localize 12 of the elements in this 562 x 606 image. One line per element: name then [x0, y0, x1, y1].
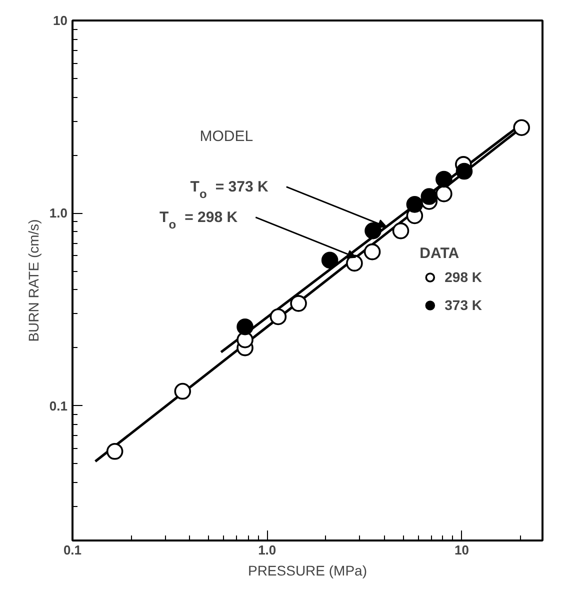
y-tick-label: 1.0: [49, 206, 68, 221]
x-tick-label: 10: [454, 542, 469, 558]
x-tick-label: 1.0: [258, 542, 276, 558]
x-axis-title: PRESSURE (MPa): [248, 562, 368, 578]
x-tick-label: 0.1: [63, 542, 82, 558]
y-tick-label: 0.1: [49, 398, 68, 414]
legend-label: 373 K: [444, 297, 482, 313]
y-axis-title: BURN RATE (cm/s): [25, 219, 42, 342]
legend-label: 298 K: [444, 269, 482, 285]
annotation: MODEL: [200, 128, 254, 145]
y-tick-label: 10: [53, 13, 68, 28]
legend-title: DATA: [420, 245, 460, 262]
